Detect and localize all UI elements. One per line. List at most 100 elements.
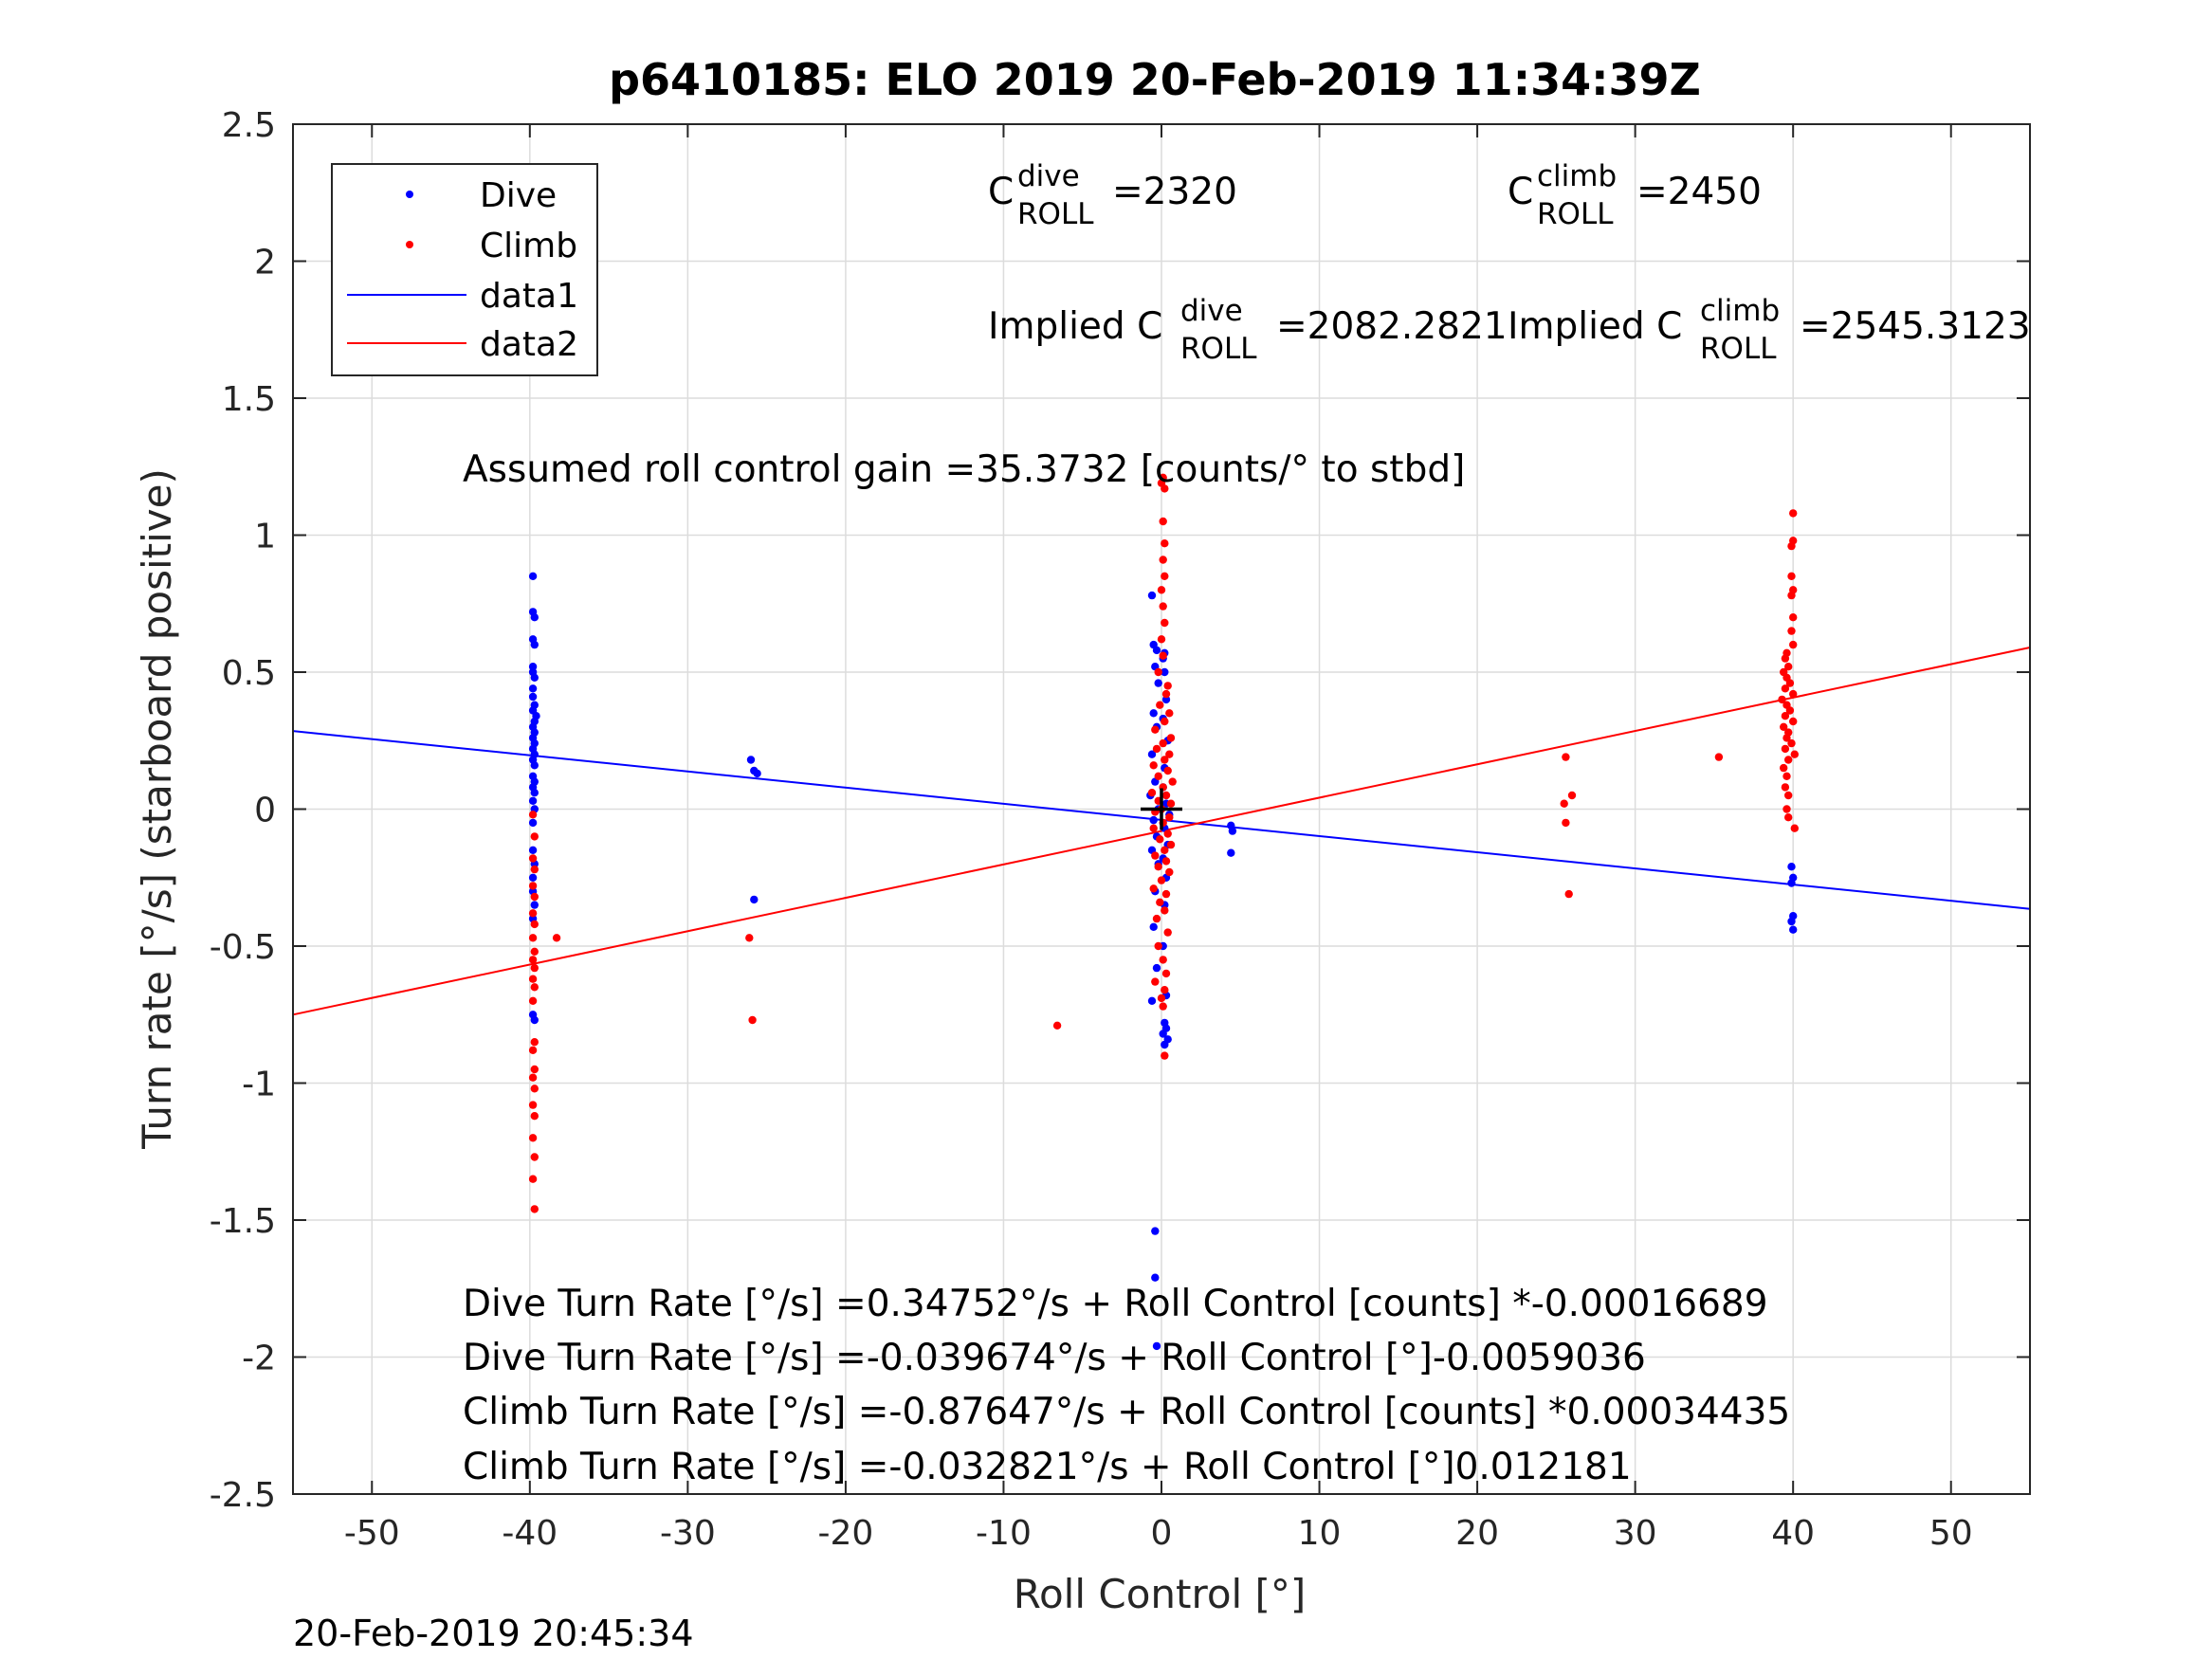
annotation-c-dive-prefix: C — [988, 171, 1014, 213]
annotation-implied-dive-sub: ROLL — [1180, 332, 1257, 366]
annotation-fit-4: Climb Turn Rate [°/s] =-0.032821°/s + Ro… — [463, 1446, 1632, 1488]
point-climb — [530, 832, 539, 841]
point-dive — [753, 769, 761, 778]
point-climb — [1163, 766, 1172, 775]
annotation-c-climb-value: =2450 — [1636, 171, 1762, 213]
point-dive — [1147, 591, 1157, 600]
data-points — [528, 473, 1800, 1351]
y-tick-labels: -2.5 -2 -1.5 -1 -0.5 0 0.5 1 1.5 2 2.5 — [210, 106, 276, 1515]
point-climb — [1785, 679, 1795, 687]
point-dive — [528, 796, 538, 805]
point-dive — [528, 846, 538, 854]
point-climb — [1149, 884, 1158, 893]
point-climb — [1154, 863, 1162, 871]
point-climb — [1564, 889, 1573, 899]
point-climb — [1157, 876, 1166, 884]
annotation-gain: Assumed roll control gain =35.3732 [coun… — [463, 448, 1465, 491]
point-climb — [1781, 684, 1790, 693]
point-climb — [1165, 867, 1174, 877]
point-dive — [530, 613, 539, 622]
point-climb — [1157, 635, 1166, 644]
point-climb — [530, 865, 539, 874]
point-climb — [530, 1205, 539, 1213]
point-climb — [1780, 763, 1788, 773]
origin-marker — [1141, 788, 1182, 830]
legend-dive-marker — [406, 191, 413, 198]
legend: Dive Climb data1 data2 — [331, 163, 598, 376]
point-climb — [530, 963, 539, 973]
point-climb — [528, 934, 538, 942]
point-climb — [1156, 701, 1164, 709]
legend-data1-label: data1 — [480, 277, 578, 316]
point-dive — [750, 895, 759, 904]
point-climb — [1161, 1051, 1169, 1060]
y-tick-label: -0.5 — [210, 928, 276, 967]
point-climb — [1789, 509, 1798, 518]
point-dive — [1789, 925, 1798, 934]
annotation-fit-3: Climb Turn Rate [°/s] =-0.87647°/s + Rol… — [463, 1391, 1790, 1433]
point-climb — [1790, 824, 1800, 832]
point-climb — [530, 947, 539, 956]
point-dive — [1149, 922, 1158, 931]
point-climb — [530, 983, 539, 992]
point-climb — [1165, 813, 1174, 822]
point-dive — [1161, 667, 1169, 677]
point-climb — [530, 1153, 539, 1161]
point-dive — [530, 673, 539, 682]
point-dive — [530, 1015, 539, 1025]
legend-data2-label: data2 — [480, 325, 578, 364]
point-climb — [528, 1073, 538, 1082]
point-climb — [530, 892, 539, 902]
annotation-implied-climb-sup: climb — [1700, 294, 1780, 328]
point-climb — [1782, 734, 1791, 742]
point-climb — [528, 909, 538, 918]
point-climb — [1147, 789, 1157, 797]
y-tick-label: 2 — [254, 244, 276, 283]
point-dive — [528, 663, 538, 671]
annotation-c-dive: C — [988, 171, 1014, 213]
point-climb — [1159, 556, 1167, 564]
point-dive — [1161, 695, 1171, 704]
point-climb — [1157, 586, 1166, 594]
point-climb — [1159, 517, 1167, 526]
point-dive — [528, 873, 538, 882]
point-climb — [1567, 791, 1577, 800]
annotation-c-climb-sup: climb — [1537, 159, 1617, 193]
annotation-fit-2: Dive Turn Rate [°/s] =-0.039674°/s + Rol… — [463, 1337, 1646, 1379]
point-dive — [1161, 1040, 1169, 1049]
point-climb — [528, 1175, 538, 1183]
legend-dive-label: Dive — [480, 176, 557, 215]
point-climb — [748, 1015, 757, 1025]
x-tick-label: -10 — [976, 1514, 1032, 1553]
point-climb — [530, 920, 539, 929]
point-climb — [1159, 1002, 1167, 1011]
point-climb — [1156, 835, 1164, 844]
point-climb — [1161, 906, 1169, 915]
point-dive — [1154, 679, 1162, 687]
point-climb — [1161, 969, 1171, 978]
point-dive — [746, 756, 756, 764]
annotation-c-climb-prefix: C — [1508, 171, 1533, 213]
point-climb — [1154, 772, 1162, 780]
x-axis-label: Roll Control [°] — [1014, 1571, 1307, 1617]
point-climb — [1159, 738, 1167, 748]
point-climb — [1714, 753, 1724, 761]
y-tick-label: 2.5 — [222, 106, 276, 145]
point-climb — [1161, 717, 1169, 726]
point-dive — [1149, 709, 1158, 718]
point-climb — [1159, 602, 1167, 611]
point-dive — [530, 901, 539, 909]
point-climb — [1156, 898, 1164, 906]
plot-frame — [292, 123, 2031, 1495]
x-tick-label: -40 — [502, 1514, 558, 1553]
point-dive — [1147, 750, 1157, 758]
point-climb — [1166, 840, 1176, 849]
point-climb — [1789, 613, 1798, 622]
annotation-implied-dive-value: =2082.2821 — [1276, 305, 1508, 348]
point-dive — [1787, 917, 1796, 926]
point-dive — [530, 640, 539, 649]
annotation-implied-climb-prefix: Implied C — [1508, 305, 1682, 348]
point-dive — [530, 789, 539, 797]
point-climb — [1159, 651, 1167, 660]
